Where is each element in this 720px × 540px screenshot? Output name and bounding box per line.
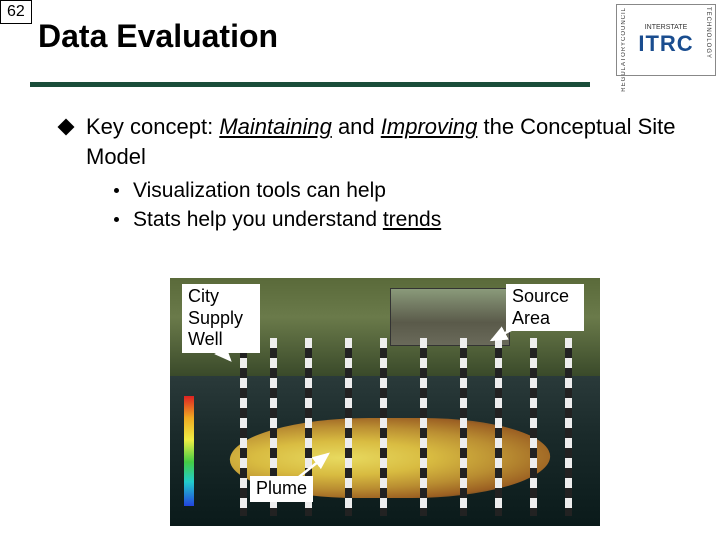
bullet-sub-2-pre: Stats help you understand [133,208,383,231]
bullet-main: Key concept: Maintaining and Improving t… [60,112,680,171]
slide-number: 62 [0,0,32,24]
bullet-sub-2-u: trends [383,208,441,231]
bullet-sub-1: Visualization tools can help [114,177,680,205]
dot-bullet-icon [114,217,119,222]
bullet-sub-1-text: Visualization tools can help [133,177,386,205]
bullet-main-pre: Key concept: [86,114,219,139]
bullet-main-mid: and [332,114,381,139]
diamond-bullet-icon [58,119,75,136]
dot-bullet-icon [114,188,119,193]
title-underline [30,82,590,87]
content-area: Key concept: Maintaining and Improving t… [60,112,680,234]
label-source-area: Source Area [506,284,584,331]
logo-main-text: ITRC [638,31,693,57]
visualization-figure: City Supply Well Source Area Plume [170,278,600,526]
logo-left-bottom: REGULATORY [621,41,627,92]
bullet-sub-2: Stats help you understand trends [114,206,680,234]
label-city-supply-well: City Supply Well [182,284,260,353]
logo-right-text: TECHNOLOGY [705,7,711,59]
label-plume: Plume [250,476,313,502]
itrc-logo: COUNCIL REGULATORY INTERSTATE ITRC TECHN… [616,4,716,76]
page-title: Data Evaluation [38,18,278,55]
bullet-main-em1: Maintaining [219,114,332,139]
logo-top-text: INTERSTATE [645,24,688,31]
bullet-main-em2: Improving [381,114,478,139]
logo-left-top: COUNCIL [621,7,627,41]
